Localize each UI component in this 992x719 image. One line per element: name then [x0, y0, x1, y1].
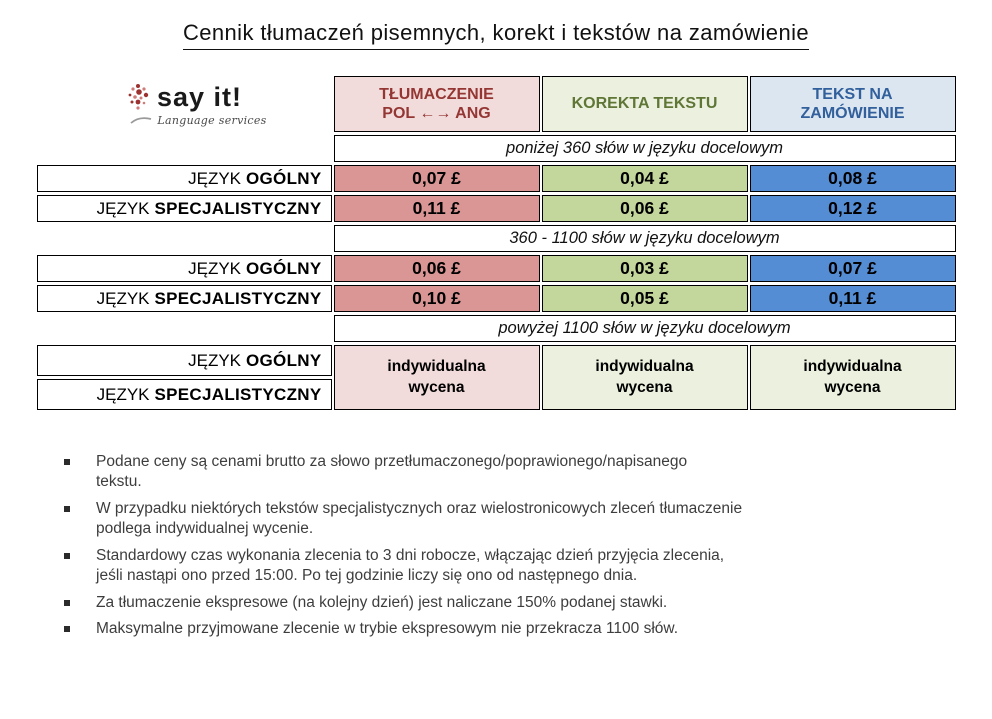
notes-list: Podane ceny są cenami brutto za słowo pr… [64, 452, 946, 640]
column-header-translation: TŁUMACZENIE POL ←→ ANG [333, 76, 540, 132]
swoosh-icon [130, 117, 152, 124]
sayit-logo: say it! Language services [36, 76, 332, 132]
column-header-custom-text-line1: TEKST NA [812, 85, 893, 103]
row-label-general: JĘZYK OGÓLNY [36, 165, 332, 192]
row-label-specialist: JĘZYK SPECJALISTYCZNY [36, 195, 332, 222]
tagline-row: Language services [129, 114, 266, 127]
title-row: Cennik tłumaczeń pisemnych, korekt i tek… [0, 20, 992, 50]
row-label-specialist: JĘZYK SPECJALISTYCZNY [36, 379, 332, 410]
note-item: W przypadku niektórych tekstów specjalis… [64, 499, 946, 540]
individual-quote-custom: indywidualna wycena [749, 345, 956, 410]
price-360-1100-general-translation: 0,06 £ [333, 255, 540, 282]
range-header-under-360: poniżej 360 słów w języku docelowym [333, 135, 956, 162]
price-under360-general-custom: 0,08 £ [749, 165, 956, 192]
price-under360-specialist-proofreading: 0,06 £ [541, 195, 748, 222]
price-under360-general-proofreading: 0,04 £ [541, 165, 748, 192]
individual-quote-proofreading: indywidualna wycena [541, 345, 748, 410]
column-header-custom-text-line2: ZAMÓWIENIE [800, 105, 905, 122]
note-item: Maksymalne przyjmowane zlecenie w trybie… [64, 619, 946, 639]
note-text: Za tłumaczenie ekspresowe (na kolejny dz… [96, 593, 668, 611]
price-360-1100-specialist-proofreading: 0,05 £ [541, 285, 748, 312]
column-header-custom-text: TEKST NA ZAMÓWIENIE [749, 76, 956, 132]
row-label-specialist: JĘZYK SPECJALISTYCZNY [36, 285, 332, 312]
price-360-1100-general-custom: 0,07 £ [749, 255, 956, 282]
range-header-360-1100: 360 - 1100 słów w języku docelowym [333, 225, 956, 252]
price-under360-general-translation: 0,07 £ [333, 165, 540, 192]
note-text: Podane ceny są cenami brutto za słowo pr… [96, 453, 688, 491]
price-table: say it! Language services TŁUMACZENIE PO… [36, 76, 956, 410]
column-header-translation-line1: TŁUMACZENIE [379, 85, 494, 103]
note-text: Standardowy czas wykonania zlecenia to 3… [96, 546, 725, 585]
note-item: Standardowy czas wykonania zlecenia to 3… [64, 546, 946, 587]
individual-quote-translation: indywidualna wycena [333, 345, 540, 410]
column-header-translation-line2: POL ←→ ANG [382, 105, 491, 122]
price-360-1100-general-proofreading: 0,03 £ [541, 255, 748, 282]
range-header-over-1100: powyżej 1100 słów w języku docelowym [333, 315, 956, 342]
bullet-icon [64, 599, 70, 606]
price-under360-specialist-translation: 0,11 £ [333, 195, 540, 222]
logo-main: say it! [126, 82, 242, 113]
row-label-general: JĘZYK OGÓLNY [36, 345, 332, 376]
bullet-icon [64, 505, 70, 512]
note-item: Za tłumaczenie ekspresowe (na kolejny dz… [64, 593, 946, 613]
note-text: W przypadku niektórych tekstów specjalis… [96, 499, 743, 538]
price-under360-specialist-custom: 0,12 £ [749, 195, 956, 222]
row-label-general: JĘZYK OGÓLNY [36, 255, 332, 282]
sayit-dots-icon [128, 84, 149, 110]
bullet-icon [64, 626, 70, 633]
column-header-proofreading-line1: KOREKTA TEKSTU [571, 95, 718, 113]
note-item: Podane ceny są cenami brutto za słowo pr… [64, 452, 946, 493]
note-text: Maksymalne przyjmowane zlecenie w trybie… [96, 620, 679, 638]
tagline-text: Language services [157, 113, 267, 127]
price-360-1100-specialist-translation: 0,10 £ [333, 285, 540, 312]
bullet-icon [64, 552, 70, 559]
column-header-proofreading: KOREKTA TEKSTU [541, 76, 748, 132]
brand-text: say it! [156, 81, 243, 112]
price-360-1100-specialist-custom: 0,11 £ [749, 285, 956, 312]
page-title: Cennik tłumaczeń pisemnych, korekt i tek… [182, 20, 810, 50]
bullet-icon [64, 459, 70, 465]
